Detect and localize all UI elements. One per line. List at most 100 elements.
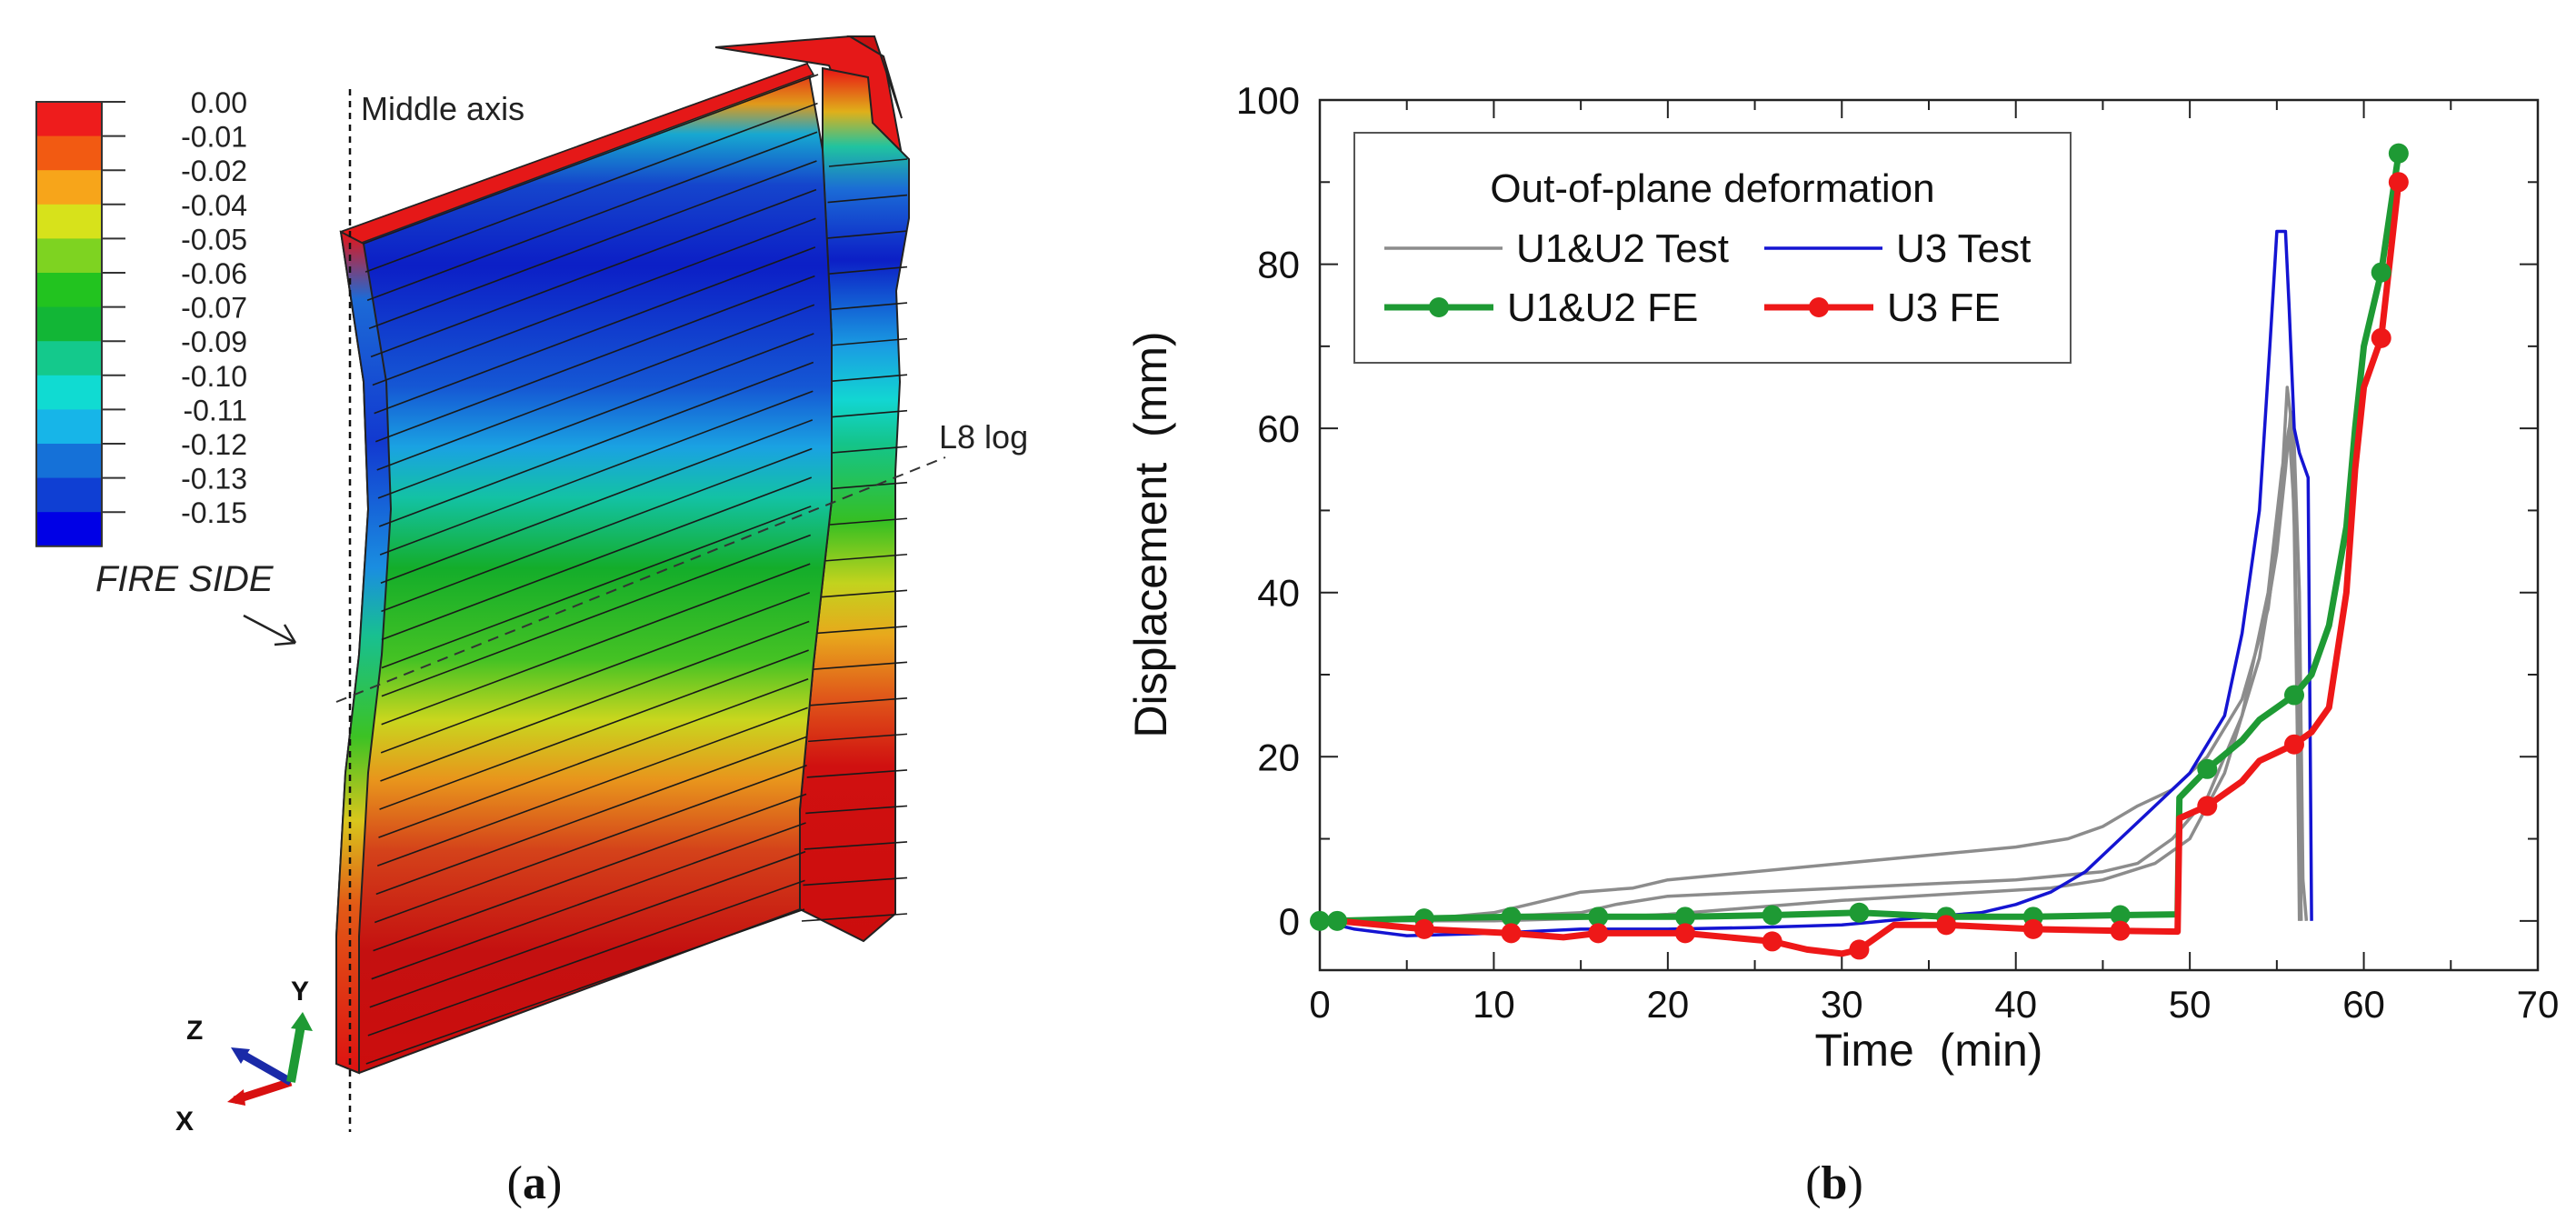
side-joint-line <box>809 697 908 706</box>
y-tick-label: 20 <box>1257 736 1300 778</box>
fire-side-arrow-icon <box>274 624 297 646</box>
x-tick-label: 20 <box>1646 983 1689 1026</box>
data-point-u3-fe <box>2371 327 2391 348</box>
legend-color-box <box>36 170 102 205</box>
legend-value-label: -0.15 <box>181 496 247 529</box>
legend-title: Out-of-plane deformation <box>1490 166 1934 211</box>
panel-a-label: (a) <box>507 1157 563 1209</box>
legend-color-box <box>36 204 102 239</box>
y-tick-label: 60 <box>1257 407 1300 450</box>
chart-legend: Out-of-plane deformation U1&U2 Test U3 Te… <box>1353 132 2072 364</box>
y-tick-label: 0 <box>1279 900 1300 943</box>
data-point-u3-fe <box>2284 734 2304 755</box>
side-joint-line <box>805 805 908 815</box>
y-axis-label: Displacement (mm) <box>1125 331 1176 737</box>
data-point-u3-fe <box>1501 923 1522 944</box>
log-joint-line <box>372 217 816 386</box>
chart-ticks <box>1319 99 2539 970</box>
data-point-u3-fe <box>2110 920 2131 941</box>
data-point-u1-u2-fe <box>1327 910 1348 931</box>
log-joint-line <box>377 333 814 499</box>
triad-z-label: Z <box>186 1016 203 1046</box>
side-joint-line <box>826 230 908 239</box>
series-line-u3-test <box>1319 229 2313 937</box>
log-joint-line <box>376 304 815 471</box>
legend-value-label: -0.09 <box>181 326 247 358</box>
legend-value-label: -0.10 <box>181 360 247 393</box>
data-point-u3-fe <box>1413 918 1434 939</box>
log-joint-line <box>373 793 807 952</box>
l8-log-label: L8 log <box>939 418 1028 456</box>
side-joint-line <box>824 265 908 275</box>
wall-model <box>335 35 910 1075</box>
triad-y-label: Y <box>291 977 309 1007</box>
legend-value-label: -0.13 <box>181 463 247 496</box>
x-tick-label: 30 <box>1821 983 1863 1026</box>
legend-entry-label: U1&U2 FE <box>1507 285 1698 330</box>
data-point-u3-fe <box>1849 939 1870 960</box>
data-point-u3-fe <box>2388 172 2409 193</box>
data-point-u3-fe <box>1762 931 1782 952</box>
chart-tick-labels: 0 10 20 30 40 50 60 70 0 20 40 60 80 100 <box>1236 79 2559 1026</box>
log-joint-line <box>376 706 808 867</box>
x-tick-label: 10 <box>1473 983 1515 1026</box>
legend-color-box <box>36 341 102 376</box>
data-point-u1-u2-fe <box>1762 905 1782 926</box>
side-joint-line <box>813 589 908 599</box>
legend-value-label: -0.05 <box>181 223 247 255</box>
legend-value-label: -0.06 <box>181 257 247 290</box>
log-joint-line <box>381 476 813 641</box>
y-tick-label: 80 <box>1257 244 1300 286</box>
legend-color-box <box>36 444 102 479</box>
log-joint-line <box>378 361 814 527</box>
legend-entries: U1&U2 Test U3 Test U1&U2 FE U3 FE <box>1384 226 2031 330</box>
data-point-u1-u2-fe <box>1501 906 1522 927</box>
side-joint-line <box>822 337 908 347</box>
data-point-u3-fe <box>1675 923 1695 944</box>
legend-entry-label: U1&U2 Test <box>1516 226 1729 271</box>
log-joint-line <box>364 102 818 273</box>
legend-color-box <box>36 306 102 342</box>
side-joint-line <box>814 553 908 563</box>
log-joint-line <box>363 74 819 245</box>
middle-axis-label: Middle axis <box>361 90 524 127</box>
data-point-u1-u2-fe <box>1310 910 1330 931</box>
side-joint-line <box>818 446 908 455</box>
data-point-u1-u2-fe <box>2284 685 2304 706</box>
log-joint-line <box>374 246 816 415</box>
l8-log-line <box>335 456 946 703</box>
log-joint-line <box>381 447 813 613</box>
log-joint-line <box>366 131 818 301</box>
x-tick-label: 50 <box>2169 983 2212 1026</box>
log-joint-line <box>370 188 817 358</box>
x-tick-label: 40 <box>1994 983 2037 1026</box>
log-joint-line <box>371 822 806 980</box>
x-tick-label: 60 <box>2342 983 2385 1026</box>
side-joint-line <box>827 194 908 204</box>
side-joint-line <box>828 158 908 167</box>
log-joint-line <box>381 563 811 726</box>
legend-value-label: 0.00 <box>191 86 247 119</box>
data-point-u1-u2-fe <box>1849 902 1870 923</box>
front-face-log-lines <box>363 74 819 1065</box>
data-point-u3-fe <box>2197 796 2218 816</box>
side-joint-line <box>810 661 908 671</box>
top-cap-side <box>846 35 903 119</box>
panel-a: 0.00-0.01-0.02-0.04-0.05-0.06-0.07-0.09-… <box>35 35 1028 1209</box>
log-joint-line <box>380 620 810 782</box>
log-joint-line <box>381 534 812 697</box>
data-point-u1-u2-fe <box>2371 262 2391 283</box>
log-joint-line <box>380 419 814 584</box>
series-line-u1-u2-test <box>1320 410 2301 923</box>
x-axis-label: Time (min) <box>1815 1025 2043 1076</box>
log-joint-line <box>369 850 806 1008</box>
contour-legend: 0.00-0.01-0.02-0.04-0.05-0.06-0.07-0.09-… <box>35 86 247 547</box>
data-point-u3-fe <box>1936 915 1957 936</box>
legend-entry-label: U3 FE <box>1887 285 2001 330</box>
legend-color-box <box>36 135 102 171</box>
side-joint-line <box>824 302 908 311</box>
data-point-u1-u2-fe <box>1588 906 1609 927</box>
y-tick-label: 100 <box>1236 79 1300 122</box>
data-point-u1-u2-fe <box>1675 906 1695 927</box>
legend-value-label: -0.01 <box>181 121 247 154</box>
